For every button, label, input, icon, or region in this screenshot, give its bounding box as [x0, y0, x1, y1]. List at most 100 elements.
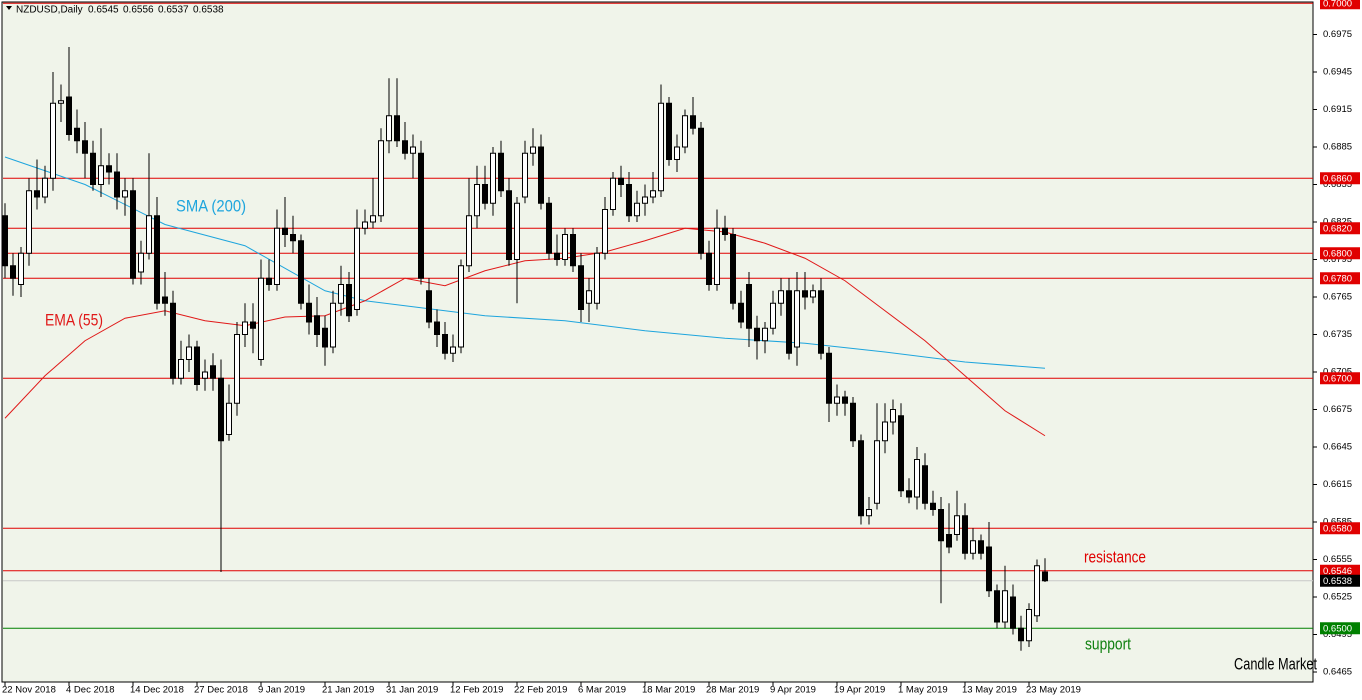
candle-body — [938, 509, 944, 542]
y-tick-label: 0.6585 — [1323, 517, 1352, 528]
level-label: 0.6546 — [1323, 566, 1352, 577]
candle-body — [66, 96, 72, 135]
candle-body — [330, 302, 336, 348]
candle-body — [794, 290, 800, 348]
y-tick-label: 0.6615 — [1323, 479, 1352, 490]
candle-body — [714, 227, 720, 285]
candle-body — [202, 371, 208, 379]
candle-body — [2, 215, 8, 267]
level-label-box — [1320, 172, 1360, 185]
candle-body — [338, 284, 344, 304]
candle-body — [602, 209, 608, 254]
level-label: 0.6700 — [1323, 373, 1352, 384]
candle-body — [426, 290, 432, 323]
candle-body — [818, 290, 824, 354]
candle-body — [282, 227, 288, 235]
candle-body — [538, 146, 544, 204]
candle-body — [266, 277, 272, 285]
x-tick-label: 21 Jan 2019 — [322, 685, 374, 696]
candle-body — [738, 302, 744, 323]
candle-body — [1034, 565, 1040, 617]
candle-body — [50, 102, 56, 179]
candle-body — [666, 102, 672, 160]
candle-body — [170, 302, 176, 379]
candle-body — [466, 215, 472, 267]
candle-body — [130, 190, 136, 279]
level-label: 0.6580 — [1323, 523, 1352, 534]
y-tick-label: 0.6855 — [1323, 179, 1352, 190]
x-tick-label: 9 Jan 2019 — [258, 685, 305, 696]
x-tick-label: 31 Jan 2019 — [386, 685, 438, 696]
y-tick-label: 0.6705 — [1323, 367, 1352, 378]
x-tick-label: 22 Nov 2018 — [2, 685, 56, 696]
candle-body — [322, 327, 328, 348]
candle-body — [786, 290, 792, 354]
level-label: 0.6500 — [1323, 623, 1352, 634]
level-label: 0.6538 — [1323, 576, 1352, 587]
candle-body — [530, 146, 536, 154]
candle-body — [138, 252, 144, 273]
candle-body — [1002, 590, 1008, 623]
candle-body — [18, 252, 24, 285]
candle-body — [618, 177, 624, 185]
candle-body — [106, 165, 112, 173]
candle-body — [394, 115, 400, 142]
level-label-box — [1320, 247, 1360, 260]
candle-body — [850, 402, 856, 442]
candle-body — [1026, 609, 1032, 642]
candle-body — [906, 490, 912, 498]
candle-body — [706, 252, 712, 285]
candle-body — [290, 234, 296, 242]
candle-body — [802, 290, 808, 298]
candle-body — [242, 321, 248, 335]
candle-body — [634, 202, 640, 217]
x-tick-label: 19 Apr 2019 — [834, 685, 885, 696]
candle-body — [986, 546, 992, 592]
candle-body — [762, 327, 768, 342]
candle-body — [842, 396, 848, 404]
y-tick-label: 0.6885 — [1323, 142, 1352, 153]
candle-body — [946, 534, 952, 548]
level-label-box — [1320, 574, 1360, 587]
y-tick-label: 0.6525 — [1323, 592, 1352, 603]
level-label: 0.6780 — [1323, 273, 1352, 284]
level-label-box — [1320, 0, 1360, 10]
level-label-box — [1320, 622, 1360, 635]
annotation: support — [1085, 634, 1131, 653]
candle-body — [594, 252, 600, 304]
y-tick-label: 0.6645 — [1323, 442, 1352, 453]
indicator-line — [4, 156, 1046, 369]
x-tick-label: 28 Mar 2019 — [706, 685, 759, 696]
plot-area — [1, 1, 1314, 683]
candle-body — [162, 296, 168, 304]
y-tick-label: 0.6795 — [1323, 254, 1352, 265]
candle-body — [362, 221, 368, 229]
candle-body — [418, 152, 424, 279]
candle-body — [354, 227, 360, 310]
level-label: 0.7000 — [1323, 0, 1352, 9]
level-label: 0.6800 — [1323, 248, 1352, 259]
candle-body — [218, 377, 224, 442]
candle-body — [882, 421, 888, 442]
candle-body — [178, 359, 184, 379]
candle-body — [146, 215, 152, 254]
candle-body — [378, 140, 384, 217]
x-tick-label: 23 May 2019 — [1026, 685, 1081, 696]
candle-body — [626, 184, 632, 217]
candle-body — [754, 327, 760, 342]
x-tick-label: 6 Mar 2019 — [578, 685, 626, 696]
candle-body — [970, 540, 976, 554]
candle-body — [874, 440, 880, 504]
candle-body — [114, 171, 120, 198]
candle-body — [930, 502, 936, 510]
candle-body — [658, 102, 664, 192]
candle-body — [562, 234, 568, 260]
candle-body — [770, 302, 776, 329]
candle-body — [234, 334, 240, 404]
level-label-box — [1320, 222, 1360, 235]
candle-body — [890, 409, 896, 423]
candle-body — [962, 515, 968, 554]
candle-body — [10, 265, 16, 279]
candle-body — [554, 252, 560, 260]
